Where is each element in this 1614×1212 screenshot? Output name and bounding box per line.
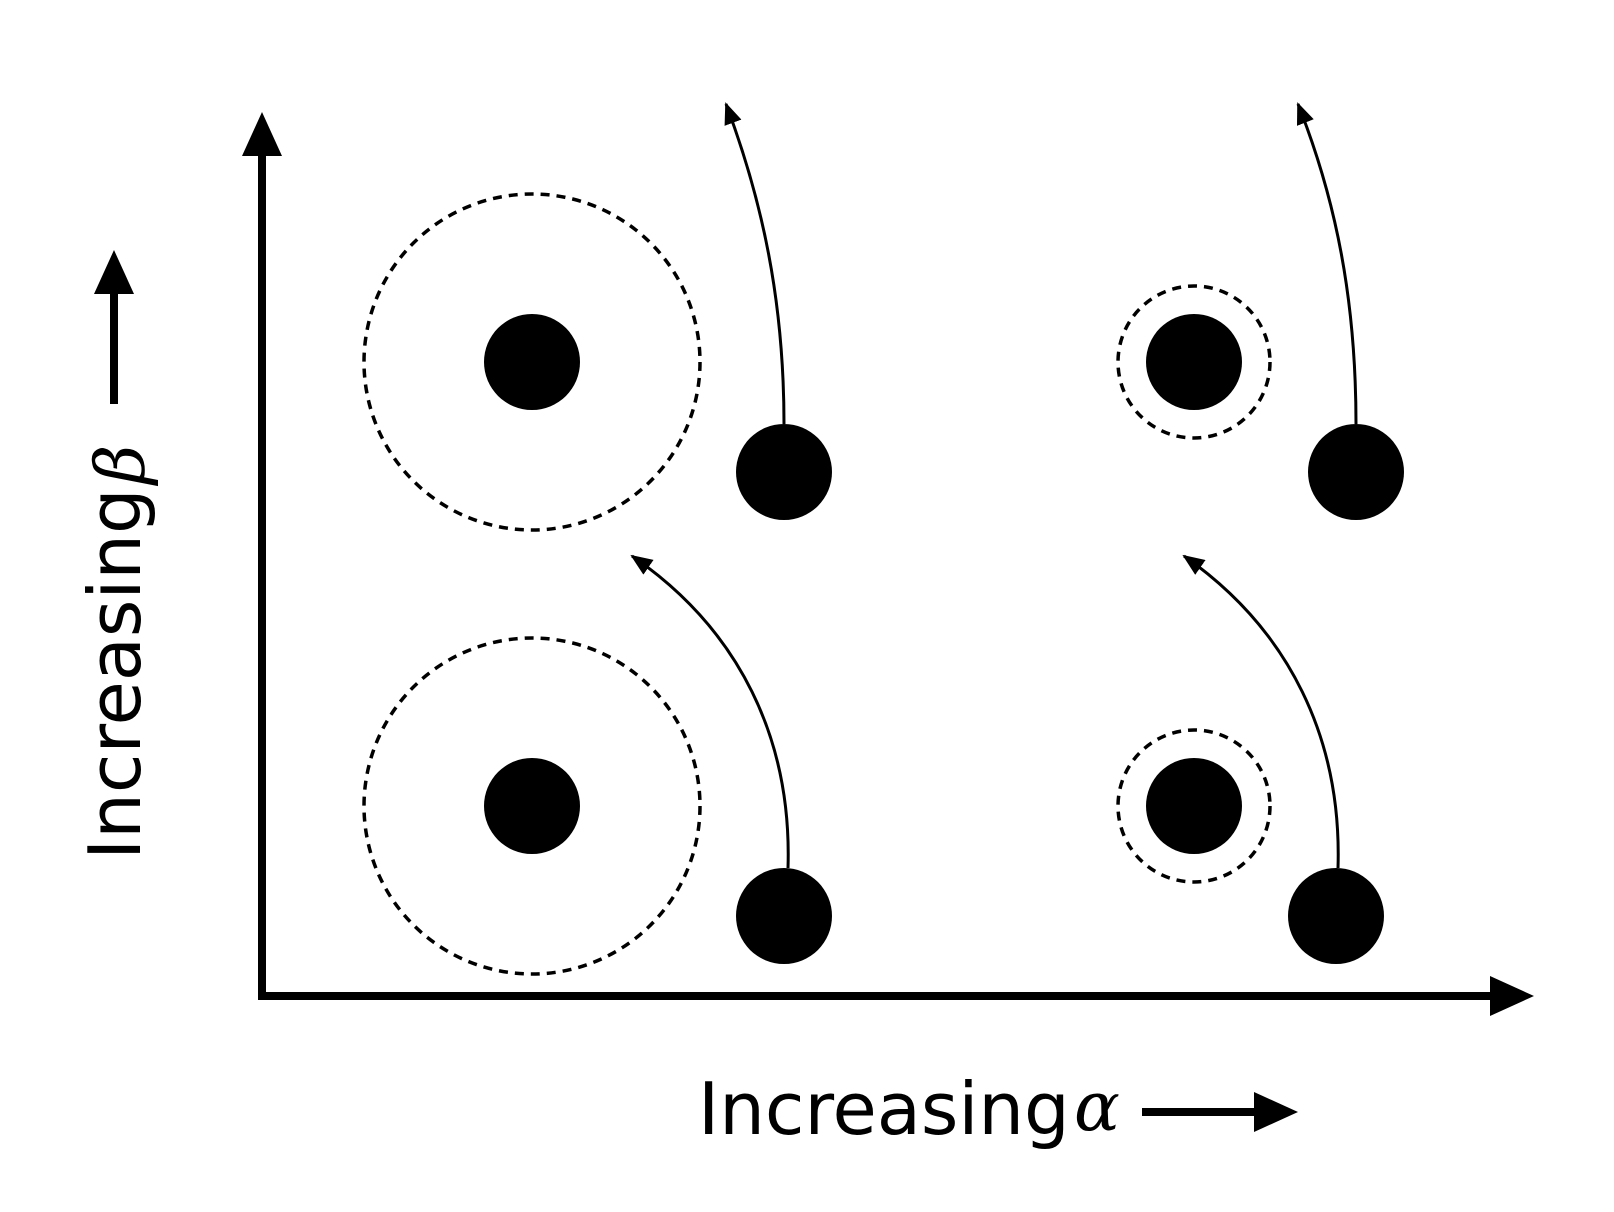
trajectory-arrow xyxy=(1296,102,1358,425)
moving-dot xyxy=(736,424,832,520)
moving-dot xyxy=(1288,868,1384,964)
trajectory-arrow xyxy=(630,554,790,869)
central-dot xyxy=(484,758,580,854)
cluster-top-right xyxy=(1116,102,1404,520)
trajectory-arrow xyxy=(1182,554,1340,869)
cluster-top-left xyxy=(362,102,832,532)
dashed-radius-ring xyxy=(1116,284,1272,440)
x-axis-arrowhead xyxy=(1490,976,1534,1016)
axes xyxy=(242,112,1534,1016)
y-axis-arrowhead xyxy=(242,112,282,156)
beta-symbol: β xyxy=(82,445,161,487)
central-dot xyxy=(1146,314,1242,410)
arrow-up-icon xyxy=(94,250,134,404)
central-dot xyxy=(1146,758,1242,854)
x-axis-label: Increasing α xyxy=(698,1067,1298,1151)
cluster-bottom-left xyxy=(362,554,832,976)
cluster-bottom-right xyxy=(1116,554,1384,964)
moving-dot xyxy=(736,868,832,964)
dashed-radius-ring xyxy=(362,192,702,532)
central-dot xyxy=(484,314,580,410)
dashed-radius-ring xyxy=(1116,728,1272,884)
trajectory-arrow xyxy=(724,102,786,425)
x-axis-label-text: Increasing xyxy=(698,1067,1070,1151)
alpha-symbol: α xyxy=(1074,1068,1120,1147)
arrow-right-icon xyxy=(1142,1092,1298,1132)
dashed-radius-ring xyxy=(362,636,702,976)
y-axis-label: Increasing β xyxy=(73,250,161,860)
y-axis-label-text: Increasing xyxy=(73,488,157,860)
moving-dot xyxy=(1308,424,1404,520)
